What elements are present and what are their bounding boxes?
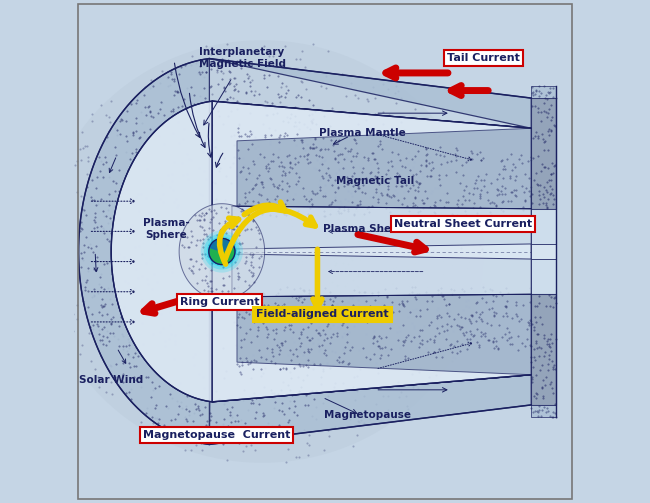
Polygon shape bbox=[211, 239, 233, 252]
Polygon shape bbox=[531, 405, 556, 417]
Polygon shape bbox=[531, 209, 556, 244]
Polygon shape bbox=[111, 101, 531, 402]
Text: Magnetic Tail: Magnetic Tail bbox=[336, 176, 415, 186]
Text: Solar Wind: Solar Wind bbox=[79, 375, 144, 385]
Circle shape bbox=[207, 236, 237, 267]
Polygon shape bbox=[79, 58, 531, 445]
Circle shape bbox=[209, 238, 235, 265]
Polygon shape bbox=[179, 204, 265, 299]
Text: Field-aligned Current: Field-aligned Current bbox=[256, 309, 389, 319]
Text: Plasma-
Sphere: Plasma- Sphere bbox=[143, 218, 190, 239]
Text: Ring Current: Ring Current bbox=[179, 297, 259, 307]
Text: Interplanetary
Magnetic Field: Interplanetary Magnetic Field bbox=[198, 47, 285, 68]
Polygon shape bbox=[79, 40, 484, 463]
Text: Magnetopause: Magnetopause bbox=[324, 410, 411, 420]
Polygon shape bbox=[531, 294, 556, 405]
Text: Plasma Sheet: Plasma Sheet bbox=[322, 224, 403, 234]
Polygon shape bbox=[232, 254, 531, 297]
Polygon shape bbox=[531, 244, 556, 259]
Text: Plasma Mantle: Plasma Mantle bbox=[319, 128, 406, 138]
Text: Neutral Sheet Current: Neutral Sheet Current bbox=[395, 219, 532, 229]
Polygon shape bbox=[237, 128, 531, 209]
Polygon shape bbox=[237, 294, 531, 375]
Polygon shape bbox=[531, 86, 556, 98]
Polygon shape bbox=[531, 98, 556, 209]
Polygon shape bbox=[531, 259, 556, 294]
Text: Tail Current: Tail Current bbox=[447, 53, 520, 63]
Circle shape bbox=[204, 233, 240, 270]
Text: Magnetopause  Current: Magnetopause Current bbox=[143, 430, 291, 440]
Circle shape bbox=[201, 230, 243, 273]
Polygon shape bbox=[232, 206, 531, 249]
